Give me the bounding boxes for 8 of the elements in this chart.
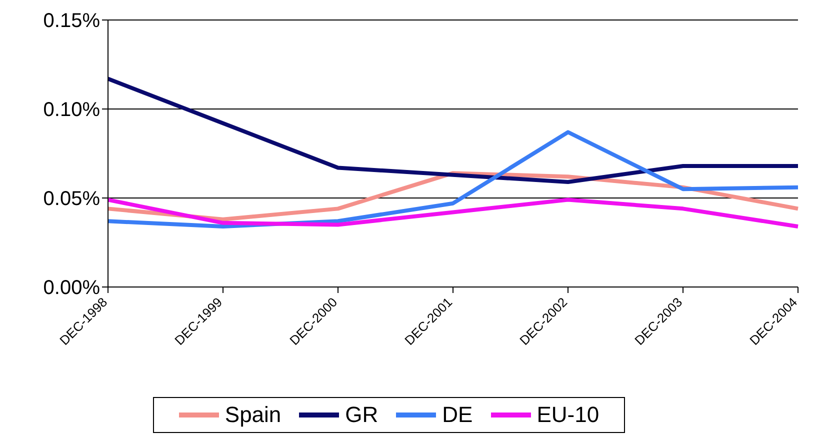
y-tick-label: 0.00% (43, 277, 100, 300)
legend-label: Spain (224, 402, 282, 428)
legend-label: DE (441, 402, 473, 428)
y-tick-label: 0.10% (43, 99, 100, 122)
legend-label: EU-10 (536, 402, 600, 428)
y-tick-label: 0.05% (43, 188, 100, 210)
legend-label: GR (344, 402, 378, 428)
y-tick-label: 0.15% (43, 10, 100, 32)
